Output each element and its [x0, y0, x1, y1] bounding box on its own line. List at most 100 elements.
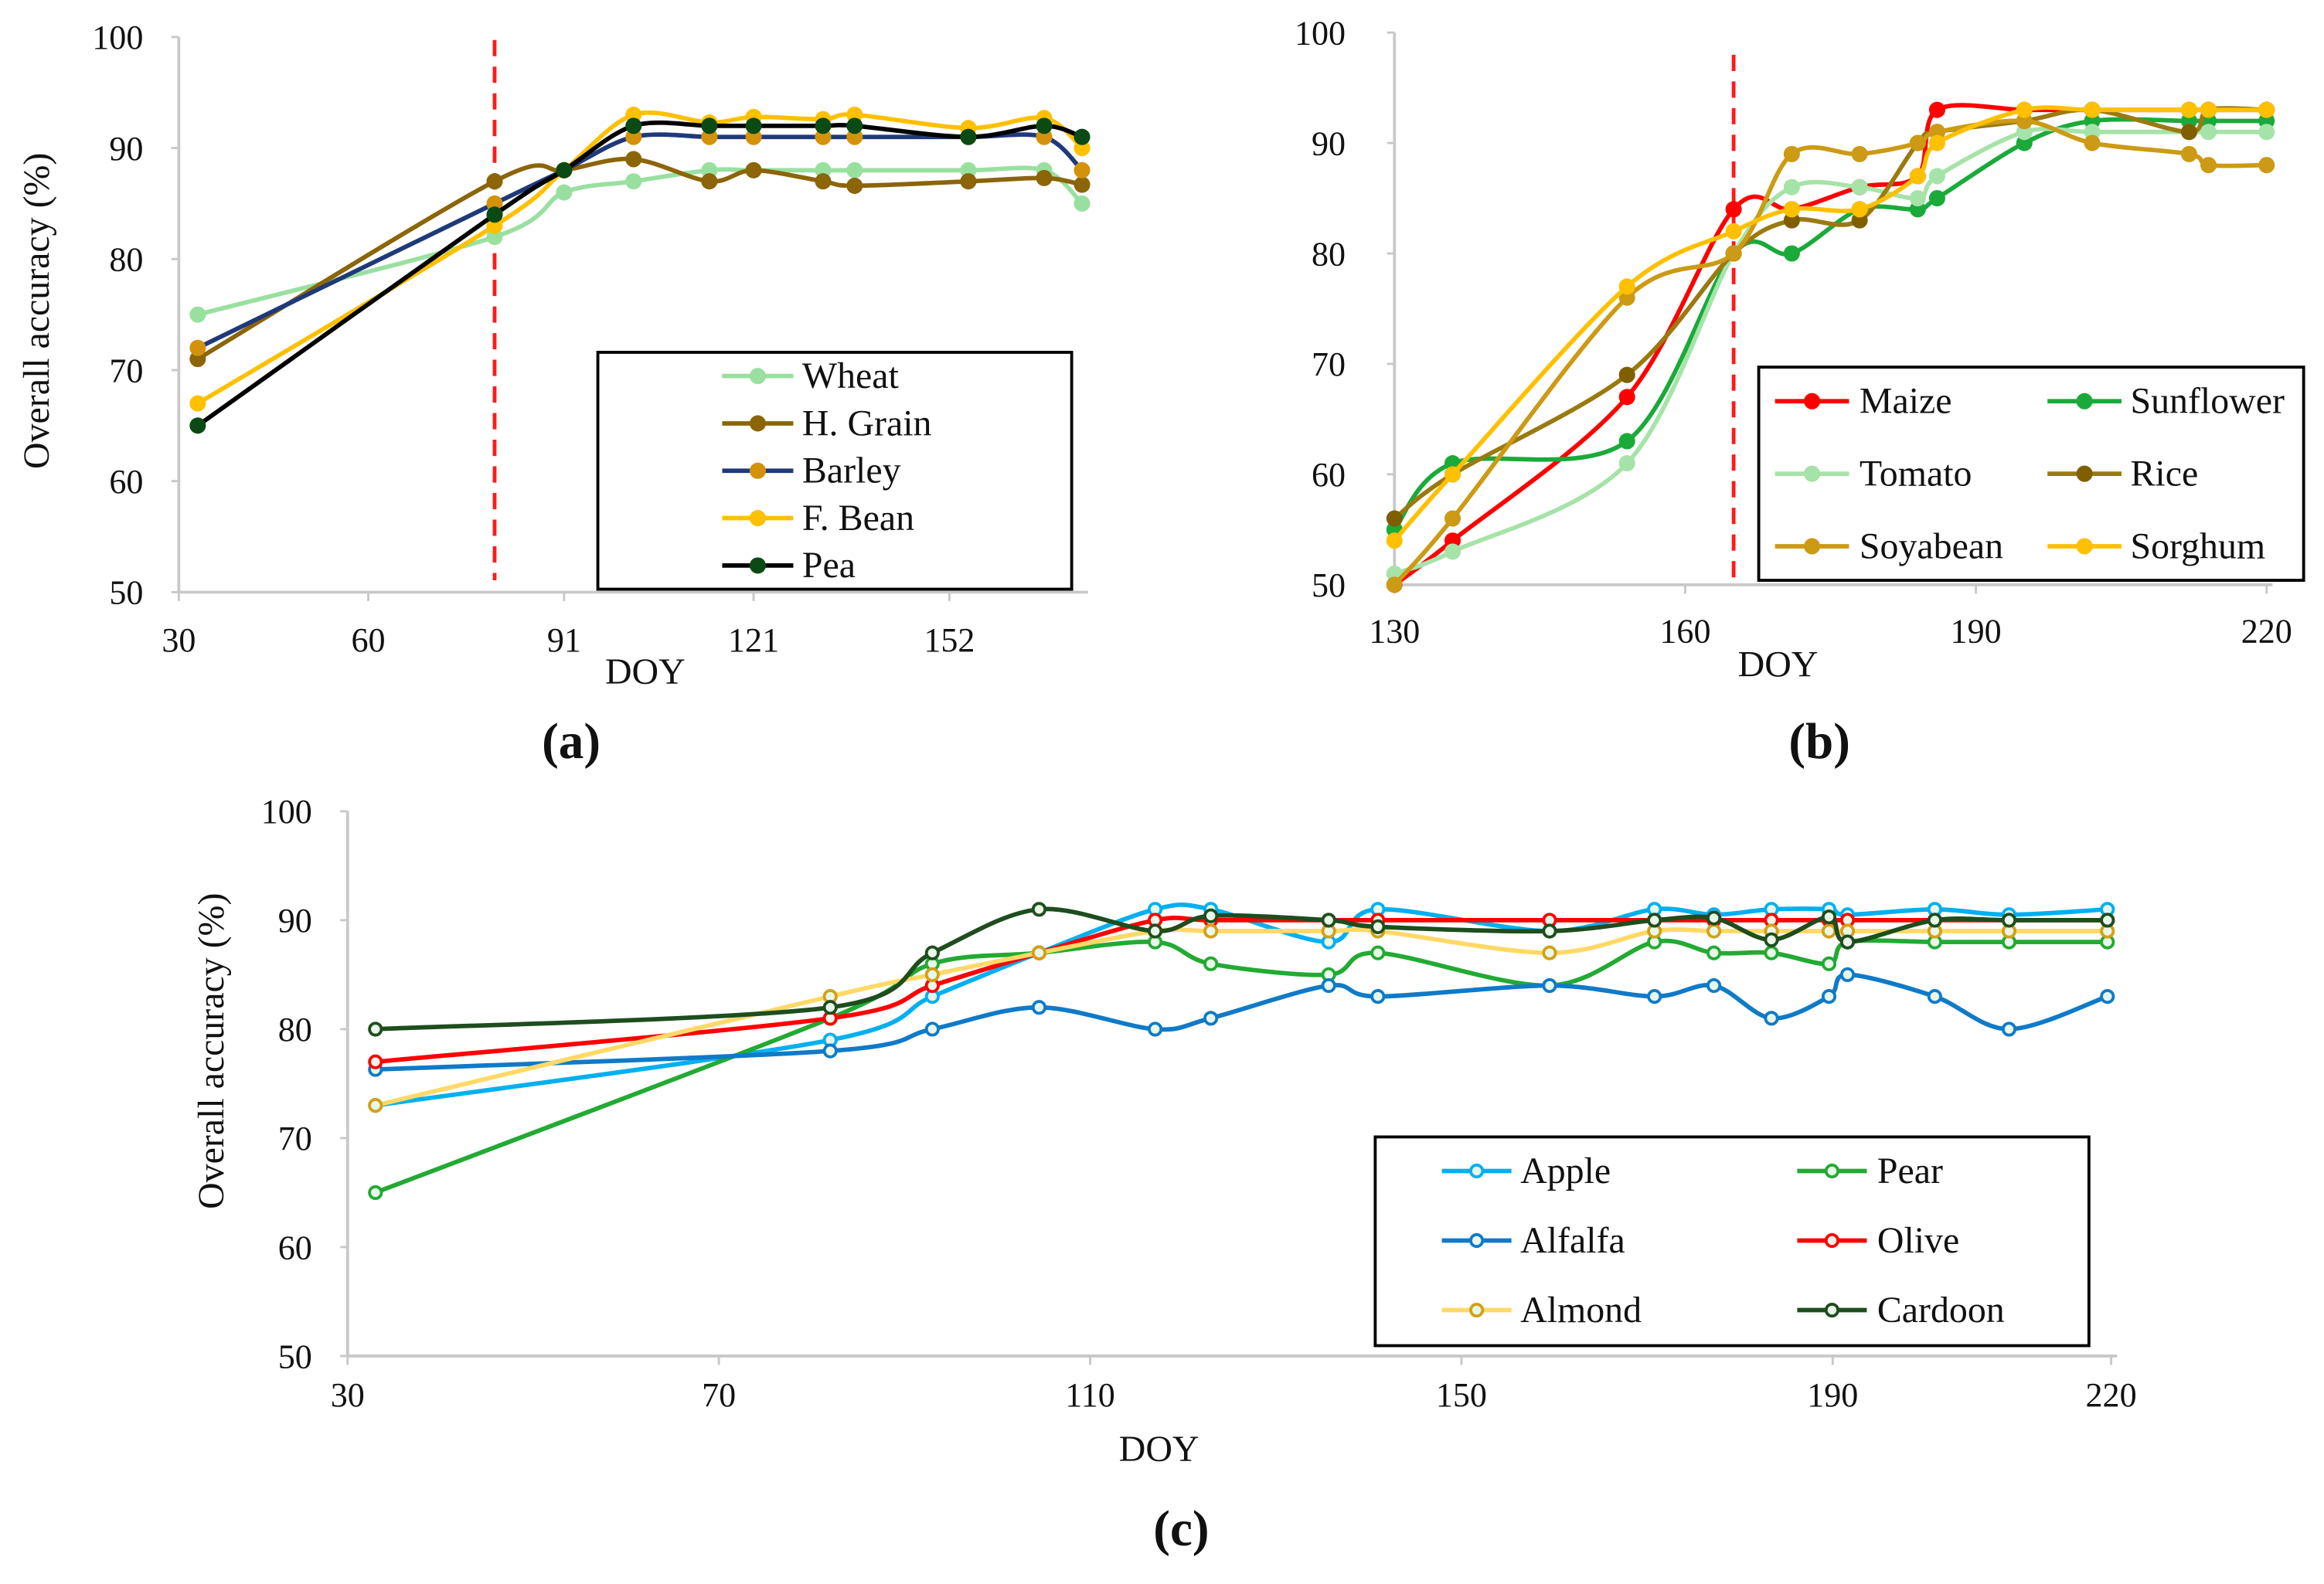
data-point [815, 117, 832, 134]
y-tick-label: 70 [1312, 345, 1346, 383]
x-tick-label: 150 [1436, 1376, 1487, 1414]
legend-marker-icon [1469, 1232, 1485, 1249]
legend-marker-icon [1804, 465, 1821, 482]
y-tick-label: 60 [278, 1229, 312, 1266]
x-tick-label: 121 [728, 621, 779, 659]
data-point [1542, 945, 1557, 960]
panel-label-a: (a) [542, 714, 601, 770]
chart-c: 50 60 70 80 90 100 30 70 110 150 190 220 DOY Overall … [191, 793, 2137, 1470]
data-point [846, 161, 863, 178]
legend-item: Cardoon [1797, 1290, 2005, 1331]
data-point [1074, 195, 1091, 212]
chart-a: 50 60 70 80 90 100 30 60 91 121 152 DOY Overall accu… [16, 19, 1091, 692]
data-point [2200, 157, 2217, 174]
data-point [2100, 989, 2115, 1004]
y-tick-label: 100 [261, 793, 312, 831]
data-point [1321, 913, 1336, 928]
data-point [1618, 366, 1635, 383]
chart-b: 50 60 70 80 90 100 130 160 190 220 DOY Maize Sunflow… [1295, 14, 2305, 685]
data-point [2258, 101, 2275, 118]
series-alfalfa [368, 967, 2115, 1077]
data-point [960, 173, 977, 190]
legend-label: Apple [1520, 1151, 1611, 1191]
data-point [1725, 223, 1742, 240]
legend-item: Tomato [1774, 453, 1972, 494]
series-sorghum [1386, 101, 2275, 549]
x-tick-label: 130 [1369, 612, 1420, 650]
legend-item: Maize [1774, 381, 1952, 422]
y-axis-label: Overall accuracy (%) [191, 893, 232, 1209]
data-point [368, 1185, 383, 1201]
data-point [1148, 923, 1163, 939]
data-point [1706, 923, 1722, 939]
legend: Maize Sunflower Tomato Rice Soyabean Sorghum [1757, 365, 2305, 582]
legend-marker-icon [1469, 1163, 1485, 1179]
series-line [1393, 105, 2267, 542]
data-point [1074, 128, 1091, 145]
legend-label: Maize [1860, 381, 1952, 422]
data-point [1928, 101, 1945, 118]
series-tomato [1386, 124, 2275, 583]
data-point [1542, 977, 1557, 994]
legend-marker-icon [1824, 1232, 1840, 1249]
legend: Wheat H. Grain Barley F. Bean Pea [596, 351, 1074, 591]
data-point [1839, 934, 1856, 950]
data-point [1783, 178, 1800, 195]
data-point [1370, 919, 1386, 934]
data-point [1386, 510, 1403, 527]
legend-item: Apple [1441, 1151, 1611, 1191]
series-wheat [189, 161, 1091, 323]
data-point [701, 117, 718, 134]
data-point [1031, 1000, 1047, 1015]
y-tick-label: 80 [278, 1011, 312, 1049]
legend-label: Pear [1877, 1151, 1943, 1191]
data-point [1647, 989, 1662, 1004]
legend-label: Alfalfa [1520, 1220, 1625, 1261]
data-point [1148, 1021, 1163, 1037]
legend-item: Soyabean [1774, 525, 2003, 566]
data-point [2200, 101, 2217, 118]
y-tick-label: 90 [1312, 124, 1346, 162]
legend-label: Soyabean [1860, 525, 2003, 566]
legend-marker-icon [1824, 1302, 1840, 1318]
data-point [822, 1000, 838, 1015]
x-tick-label: 190 [1951, 612, 2002, 650]
legend-item: Almond [1441, 1290, 1642, 1331]
y-tick-label: 50 [1312, 566, 1346, 604]
data-point [1821, 956, 1837, 971]
data-point [815, 173, 832, 190]
x-tick-label: 30 [331, 1376, 365, 1414]
data-point [625, 173, 642, 190]
data-point [556, 184, 573, 201]
legend-label: H. Grain [802, 403, 932, 444]
legend-label: Cardoon [1877, 1290, 2005, 1331]
data-point [1031, 945, 1047, 960]
y-tick-label: 60 [1312, 456, 1346, 494]
data-point [1821, 989, 1837, 1004]
data-point [1851, 201, 1868, 218]
data-point [846, 117, 863, 134]
data-point [1321, 977, 1336, 994]
data-point [960, 128, 977, 145]
data-point [1618, 278, 1635, 295]
data-point [2001, 913, 2017, 928]
x-tick-label: 70 [702, 1376, 736, 1414]
data-point [1783, 245, 1800, 262]
legend-marker-icon [1804, 393, 1821, 410]
legend-marker-icon [749, 368, 766, 385]
data-point [189, 395, 206, 412]
legend-label: Rice [2130, 453, 2198, 494]
legend-label: Almond [1520, 1290, 1642, 1331]
legend-label: Barley [802, 450, 901, 491]
data-point [368, 1021, 383, 1037]
series-cardoon [368, 902, 2115, 1037]
legend-item: Pea [722, 545, 856, 586]
data-point [1928, 189, 1945, 207]
data-point [1074, 176, 1091, 193]
legend-marker-icon [749, 462, 766, 479]
legend-marker-icon [1824, 1163, 1840, 1179]
data-point [2016, 101, 2033, 118]
data-point [924, 1021, 940, 1037]
legend-item: Alfalfa [1441, 1220, 1625, 1261]
